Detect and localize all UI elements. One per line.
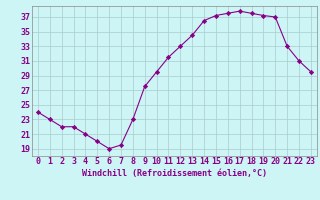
X-axis label: Windchill (Refroidissement éolien,°C): Windchill (Refroidissement éolien,°C) [82,169,267,178]
